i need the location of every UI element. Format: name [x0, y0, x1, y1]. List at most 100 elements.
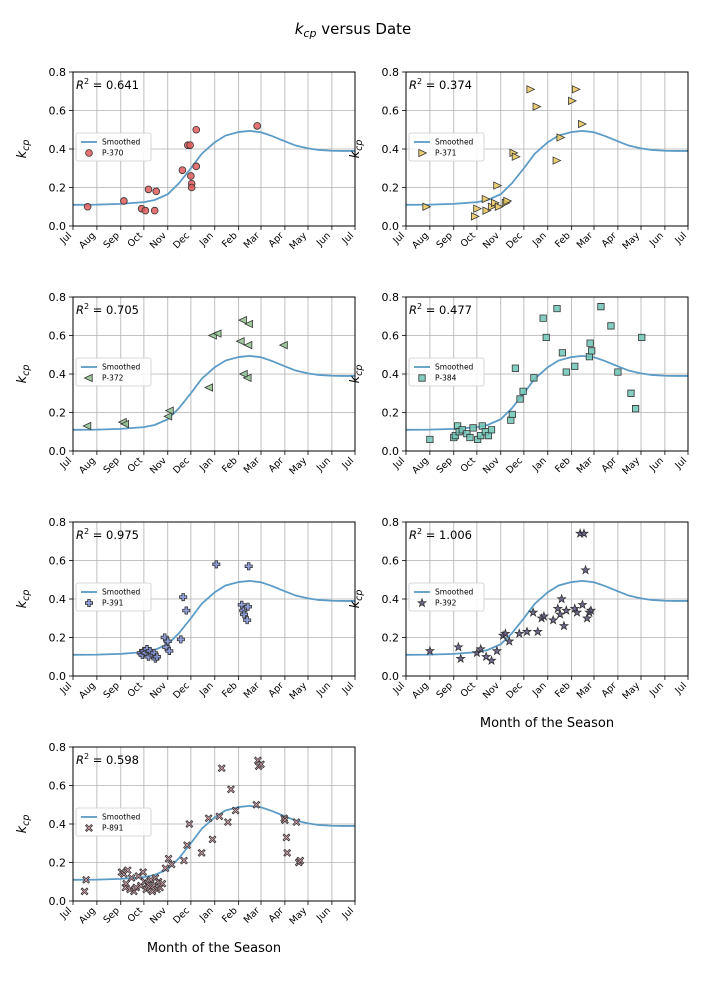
y-tick-label: 0.2 [49, 182, 67, 195]
legend-box [408, 582, 485, 612]
data-point [146, 875, 155, 884]
data-point [187, 183, 196, 192]
data-point [144, 185, 153, 194]
y-label-subscript: cp [21, 590, 32, 601]
x-tick-label: May [287, 905, 309, 927]
x-tick-label: May [620, 680, 642, 702]
y-label-subscript: cp [354, 590, 365, 601]
y-tick-label: 0.4 [382, 143, 400, 156]
x-tick-label: Oct [126, 905, 146, 925]
x-tick-label: Jun [314, 680, 333, 699]
data-point [243, 616, 252, 625]
data-point [283, 848, 292, 857]
x-tick-label: Sep [434, 230, 454, 250]
r2-symbol: R [76, 753, 84, 767]
legend-smoothed-label: Smoothed [102, 588, 141, 597]
data-point [192, 162, 201, 171]
y-label-subscript: cp [21, 140, 32, 151]
data-point [292, 818, 301, 827]
x-tick-label: Nov [481, 455, 502, 476]
y-tick-label: 0.4 [49, 818, 67, 831]
legend-series-label: P-371 [435, 149, 457, 158]
x-tick-label: Mar [242, 905, 263, 926]
x-tick-label: Mar [575, 680, 596, 701]
panel-p-372: Jul Aug Sep Oct Nov Dec Jan Feb Mar Apr May Jun Jul0… [15, 291, 356, 477]
r2-annotation: R2 = 0.705 [76, 302, 139, 317]
x-tick-label: Jun [314, 455, 333, 474]
data-point [530, 374, 538, 382]
legend-series-swatch [418, 148, 428, 158]
x-tick-label: Oct [126, 680, 146, 700]
figure-title: kcp versus Date [295, 20, 412, 40]
y-tick-label: 0.8 [382, 66, 400, 79]
panel-p-384: Jul Aug Sep Oct Nov Dec Jan Feb Mar Apr May Jun Jul0… [348, 291, 689, 477]
data-point [422, 202, 432, 211]
y-tick-label: 0.2 [49, 632, 67, 645]
r2-exponent: 2 [84, 527, 89, 536]
data-point [212, 329, 222, 338]
plot-frame [72, 71, 356, 227]
x-tick-label: May [287, 455, 309, 477]
data-point [150, 206, 159, 215]
data-point [223, 818, 232, 827]
data-point [282, 833, 291, 842]
data-point [163, 637, 172, 646]
data-point [552, 603, 563, 613]
legend: Smoothed P-392 [408, 582, 485, 612]
y-axis-label: kcp [15, 140, 32, 159]
x-tick-label: Feb [553, 455, 573, 475]
data-point [532, 102, 542, 111]
x-tick-label: Dec [504, 230, 525, 251]
x-tick-label: Jun [647, 680, 666, 699]
x-tick-label: Sep [101, 455, 121, 475]
data-point [548, 614, 559, 625]
data-point [120, 197, 128, 205]
data-point [511, 152, 521, 161]
legend-smoothed-label: Smoothed [435, 138, 474, 147]
x-tick-label: Mar [575, 455, 596, 476]
data-point [538, 610, 550, 621]
data-point [132, 883, 141, 892]
data-point [163, 412, 173, 421]
data-point [179, 856, 188, 865]
data-point [231, 806, 240, 815]
r2-annotation: R2 = 0.598 [76, 752, 139, 767]
x-tick-label: Jan [197, 680, 216, 699]
data-point [141, 206, 150, 215]
y-label-subscript: cp [354, 140, 365, 151]
data-point [558, 620, 570, 631]
smoothed-line [72, 130, 355, 206]
legend-smoothed-label: Smoothed [102, 813, 141, 822]
plot-frame [72, 746, 356, 902]
data-point [514, 628, 525, 639]
data-point [82, 875, 91, 884]
x-tick-label: Feb [220, 905, 240, 925]
y-tick-label: 0.8 [382, 291, 400, 304]
x-tick-label: Nov [148, 680, 169, 701]
data-point [508, 410, 516, 419]
legend-series-label: P-384 [435, 374, 457, 383]
data-point [571, 607, 583, 617]
x-tick-label: Dec [171, 455, 192, 476]
data-point [503, 196, 513, 206]
y-tick-label: 0.4 [382, 593, 400, 606]
r2-symbol: R [76, 78, 84, 92]
legend-box [408, 132, 485, 162]
r2-value: = 0.975 [89, 528, 139, 542]
data-point [182, 606, 191, 615]
y-axis-label: kcp [348, 140, 365, 159]
data-point [539, 314, 547, 322]
data-point [164, 406, 174, 415]
x-tick-label: Jan [530, 455, 549, 474]
data-point [217, 764, 226, 773]
x-tick-label: Feb [553, 230, 573, 250]
data-point [212, 560, 221, 569]
x-tick-label: Mar [242, 680, 263, 701]
x-tick-label: Nov [148, 230, 169, 251]
data-point [158, 879, 167, 888]
data-point [556, 133, 566, 142]
x-tick-label: Feb [220, 455, 240, 475]
legend-smoothed-label: Smoothed [102, 138, 141, 147]
data-point [516, 395, 524, 403]
y-tick-label: 0.0 [382, 670, 400, 683]
